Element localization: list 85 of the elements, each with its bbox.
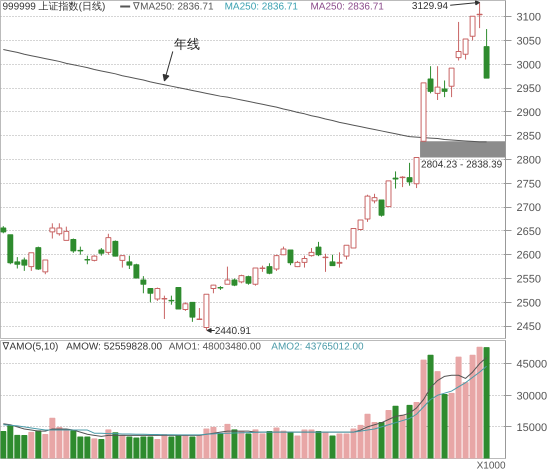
band-label: 2804.23 - 2838.39	[421, 159, 503, 170]
bar	[315, 431, 322, 458]
bar	[35, 430, 42, 458]
chart-title: 999999 上证指数(日线)	[2, 0, 106, 12]
annotation: 年线	[174, 36, 200, 52]
candlestick	[224, 266, 230, 285]
y-tick-label: 2900	[516, 106, 541, 119]
bar	[434, 371, 441, 458]
bar	[266, 431, 272, 458]
y-tick-label: 2550	[516, 274, 541, 286]
bar	[224, 424, 230, 458]
y-tick-label: 15000	[516, 422, 548, 434]
bar	[91, 438, 98, 458]
bar	[428, 354, 434, 458]
y-tick-label: 2750	[516, 178, 541, 190]
annotation: MA250: 2836.71	[310, 2, 384, 12]
bar	[119, 434, 126, 458]
candlestick	[189, 302, 196, 322]
y-tick-label: 3100	[516, 12, 541, 24]
bar	[322, 432, 329, 458]
y-tick-label: 2950	[516, 83, 541, 96]
bar	[189, 436, 196, 458]
candlestick	[119, 255, 126, 268]
annotation: MA250: 2836.71	[224, 2, 298, 12]
candlestick	[406, 162, 412, 186]
candlestick	[274, 254, 280, 272]
bar	[98, 439, 104, 458]
candlestick	[434, 66, 441, 100]
bar	[386, 410, 392, 458]
legend-label: ∇MA250: 2836.71	[132, 2, 214, 12]
candlestick	[330, 254, 336, 266]
bar	[378, 422, 385, 458]
candlestick	[378, 199, 384, 218]
candlestick	[28, 252, 34, 272]
bar	[231, 429, 238, 458]
bar	[28, 432, 34, 458]
y-tick-label: 2500	[516, 297, 541, 310]
candlestick	[140, 276, 146, 294]
bar	[400, 414, 406, 458]
candlestick	[245, 275, 252, 286]
bar	[182, 435, 188, 458]
bar	[442, 394, 448, 458]
annotation: 2440.91	[214, 326, 252, 337]
candlestick	[322, 253, 328, 272]
y-tick-label: 30000	[516, 390, 548, 402]
candlestick	[448, 68, 455, 98]
y-tick-label: 3000	[516, 59, 541, 72]
bar	[406, 404, 413, 458]
candlestick	[336, 252, 342, 268]
y-tick-label: 2850	[516, 130, 541, 143]
candlestick	[400, 176, 406, 188]
y-tick-label: 3050	[516, 35, 541, 48]
bar	[484, 347, 490, 458]
bar	[112, 432, 118, 458]
candlestick	[442, 80, 448, 98]
text: X1000	[476, 460, 506, 471]
candlestick	[316, 241, 322, 257]
annotation: 3129.94	[412, 0, 449, 12]
bar	[392, 406, 399, 458]
candlestick	[470, 16, 476, 41]
line-series	[2, 49, 488, 142]
y-tick-label: 2600	[516, 250, 541, 262]
text: AMO2: 43765012.00	[271, 342, 364, 352]
bar	[217, 433, 224, 458]
candlestick	[42, 259, 48, 275]
candlestick	[147, 288, 154, 303]
y-tick-label: 2450	[516, 321, 541, 334]
chart-title: ∇AMO(5,10)	[1, 342, 58, 352]
bar	[238, 431, 244, 458]
bar	[329, 435, 336, 458]
text: AMO1: 48003480.00	[168, 342, 262, 352]
annotation: AMOW: 52559828.00	[66, 342, 163, 352]
bar	[245, 434, 252, 458]
candlestick	[428, 66, 434, 94]
candlestick	[392, 170, 398, 190]
y-tick-label: 2800	[516, 154, 541, 167]
candlestick	[112, 240, 118, 258]
bar	[287, 432, 294, 458]
y-tick-label: 2650	[516, 226, 541, 238]
y-tick-label: 2700	[516, 202, 541, 214]
y-tick-label: 45000	[516, 358, 548, 371]
candlestick	[288, 249, 294, 266]
candlestick	[476, 2, 483, 29]
candlestick	[35, 246, 42, 270]
candlestick	[105, 233, 112, 256]
